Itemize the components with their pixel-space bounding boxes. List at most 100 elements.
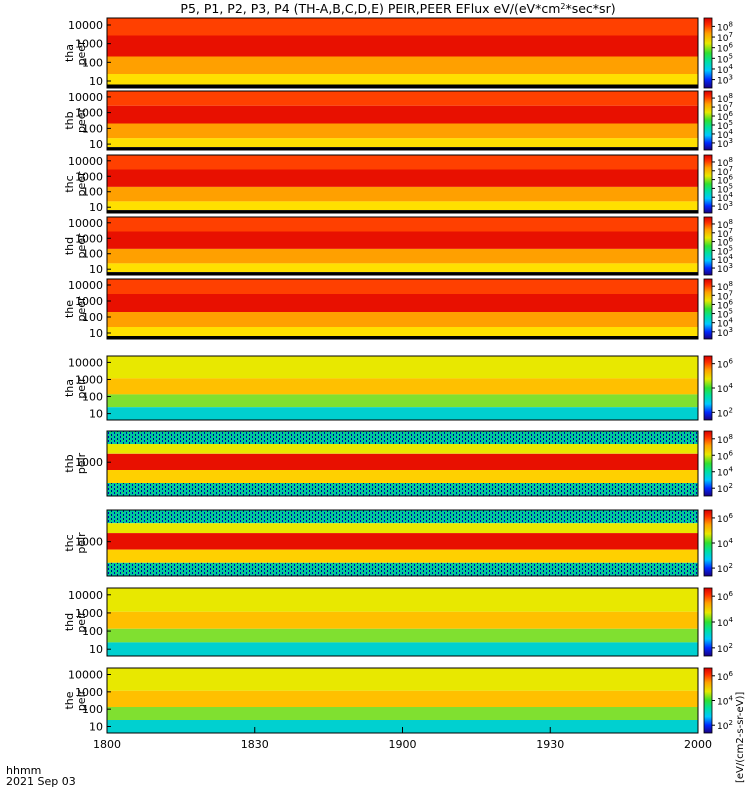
x-axis-label: hhmm (6, 764, 41, 777)
spectrogram-band (107, 668, 698, 691)
y-tick-label: 100 (82, 625, 103, 638)
panel-type-label: peer (75, 40, 88, 66)
y-tick-label: 10000 (68, 91, 103, 104)
y-tick-label: 10 (89, 721, 103, 734)
colorbar-tick-label: 104 (717, 695, 733, 708)
colorbar-tick-label: 102 (717, 642, 733, 655)
colorbar-tick-label: 104 (717, 537, 733, 550)
y-tick-label: 10 (89, 138, 103, 151)
colorbar-tick-label: 108 (717, 156, 733, 169)
spectrogram-band (107, 279, 698, 294)
spectrogram-band (107, 628, 698, 643)
colorbar-tick-label: 105 (717, 308, 733, 321)
colorbar-tick-label: 102 (717, 482, 733, 495)
colorbar-tick-label: 106 (717, 110, 733, 123)
spectrogram-band (107, 231, 698, 249)
colorbar-tick-label: 104 (717, 317, 733, 330)
colorbar-tick-label: 108 (717, 20, 733, 33)
panel-type-label: peer (75, 171, 88, 197)
panel-frame (106, 355, 699, 421)
colorbar (703, 154, 713, 214)
colorbar-tick-label: 107 (717, 227, 733, 240)
colorbar-tick-label: 102 (717, 562, 733, 575)
spectrogram-band (107, 562, 698, 576)
y-tick-label: 10000 (68, 19, 103, 32)
colorbar (703, 355, 713, 421)
colorbar-tick-label: 103 (717, 137, 733, 150)
x-tick-label: 1830 (241, 738, 269, 751)
spectrogram-band (107, 549, 698, 563)
colorbar (703, 17, 713, 89)
spectrogram-band (107, 470, 698, 483)
panel-probe-label: thc (63, 534, 76, 551)
panel-frame (106, 17, 699, 89)
spectrogram-band (107, 169, 698, 187)
colorbar-tick-label: 106 (717, 298, 733, 311)
y-tick-label: 10000 (68, 356, 103, 369)
colorbar (703, 509, 713, 577)
colorbar-tick-label: 104 (717, 128, 733, 141)
x-tick-label: 1900 (389, 738, 417, 751)
colorbar-tick-label: 108 (717, 433, 733, 446)
panel-frame (106, 587, 699, 657)
spectrogram-band (107, 431, 698, 444)
colorbar (703, 430, 713, 497)
colorbar-tick-label: 105 (717, 182, 733, 195)
spectrogram-band (107, 642, 698, 656)
panel-probe-label: tha (63, 44, 76, 62)
spectrogram-band (107, 56, 698, 74)
panel-type-label: peer (75, 296, 88, 322)
colorbar (703, 90, 713, 151)
spectrogram-band (107, 263, 698, 273)
colorbar-tick-label: 106 (717, 449, 733, 462)
y-tick-label: 10000 (68, 279, 103, 292)
panel-frame (106, 509, 699, 577)
panel-type-label: peir (75, 377, 88, 399)
spectrogram-band (107, 523, 698, 534)
panel-probe-label: the (63, 691, 76, 709)
colorbar-tick-label: 103 (717, 262, 733, 275)
y-tick-label: 100 (82, 703, 103, 716)
colorbar-tick-label: 104 (717, 616, 733, 629)
y-tick-label: 1000 (75, 607, 103, 620)
y-tick-label: 10 (89, 263, 103, 276)
y-tick-label: 100 (82, 248, 103, 261)
panel-the-peir: 10000 1000 100 10 the peir 106 104 102 (63, 667, 733, 734)
y-tick-label: 1000 (75, 456, 103, 469)
spectrogram-band (107, 217, 698, 232)
spectrogram-band (107, 444, 698, 454)
y-tick-label: 10 (89, 643, 103, 656)
y-tick-label: 10000 (68, 155, 103, 168)
colorbar-tick-label: 104 (717, 253, 733, 266)
y-tick-label: 1000 (75, 295, 103, 308)
y-tick-label: 10000 (68, 589, 103, 602)
panel-probe-label: thb (63, 111, 76, 129)
colorbar-tick-label: 107 (717, 31, 733, 44)
spectrogram-band (107, 336, 698, 339)
colorbar-tick-label: 106 (717, 358, 733, 371)
spectrogram-band (107, 18, 698, 36)
x-tick-label: 1930 (536, 738, 564, 751)
y-tick-label: 1000 (75, 686, 103, 699)
panel-tha-peir: 10000 1000 100 10 tha peir 106 104 102 (63, 355, 733, 421)
colorbar-tick-label: 105 (717, 244, 733, 257)
colorbar-unit-label: [eV/(cm2-s-sr-eV)] (735, 692, 746, 783)
spectrogram-band (107, 123, 698, 139)
panel-type-label: peir (75, 452, 88, 474)
figure-title: P5, P1, P2, P3, P4 (TH-A,B,C,D,E) PEIR,P… (180, 1, 615, 16)
x-tick-label: 1800 (93, 738, 121, 751)
y-tick-label: 10 (89, 201, 103, 214)
spectrogram-band (107, 294, 698, 312)
y-tick-label: 1000 (75, 107, 103, 120)
colorbar-tick-label: 106 (717, 590, 733, 603)
spectrogram-band (107, 248, 698, 264)
spectrogram-band (107, 84, 698, 88)
y-tick-label: 100 (82, 56, 103, 69)
panel-frame (106, 278, 699, 340)
y-tick-label: 100 (82, 186, 103, 199)
